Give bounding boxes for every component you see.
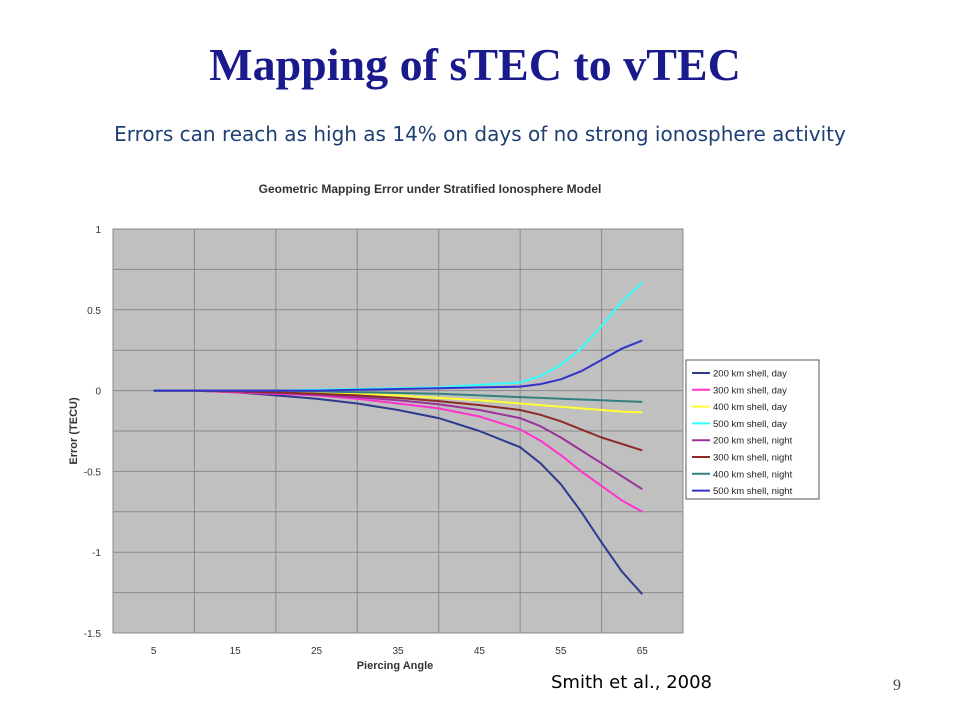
citation: Smith et al., 2008 — [551, 672, 713, 693]
x-tick-label: 5 — [151, 646, 157, 657]
x-tick-label: 25 — [311, 646, 323, 657]
legend: 200 km shell, day 300 km shell, day 400 km… — [685, 359, 820, 500]
slide-title: Mapping of sTEC to vTEC — [209, 39, 741, 90]
x-tick-label: 35 — [392, 646, 404, 657]
legend-label: 300 km shell, night — [713, 453, 793, 464]
page-number: 9 — [893, 677, 901, 694]
x-tick-label: 15 — [230, 646, 242, 657]
y-tick-label: -1.5 — [84, 629, 102, 640]
y-tick-label: -1 — [92, 548, 101, 559]
y-tick-label: 1 — [95, 225, 101, 236]
tick-labels: 1 0.5 0 -0.5 -1 -1.5 5 15 25 35 45 55 65 — [84, 225, 649, 657]
y-tick-label: 0.5 — [87, 306, 101, 317]
legend-label: 200 km shell, day — [713, 369, 787, 380]
grid-lines — [113, 228, 684, 634]
x-tick-label: 65 — [637, 646, 649, 657]
y-tick-label: 0 — [95, 387, 101, 398]
legend-label: 500 km shell, night — [713, 486, 793, 497]
legend-label: 400 km shell, day — [713, 402, 787, 413]
x-tick-label: 45 — [474, 646, 486, 657]
slide-subtitle: Errors can reach as high as 14% on days … — [114, 122, 846, 146]
legend-box — [685, 359, 820, 500]
legend-label: 500 km shell, day — [713, 419, 787, 430]
legend-label: 200 km shell, night — [713, 436, 793, 447]
legend-label: 400 km shell, night — [713, 469, 793, 480]
y-tick-label: -0.5 — [84, 467, 102, 478]
x-tick-label: 55 — [555, 646, 567, 657]
chart-title: Geometric Mapping Error under Stratified… — [259, 182, 602, 196]
series-line — [153, 339, 643, 392]
legend-label: 300 km shell, day — [713, 385, 787, 396]
series-lines — [153, 281, 644, 595]
y-axis-label: Error (TECU) — [68, 397, 80, 465]
series-line — [153, 389, 643, 452]
x-axis-label: Piercing Angle — [357, 660, 434, 672]
